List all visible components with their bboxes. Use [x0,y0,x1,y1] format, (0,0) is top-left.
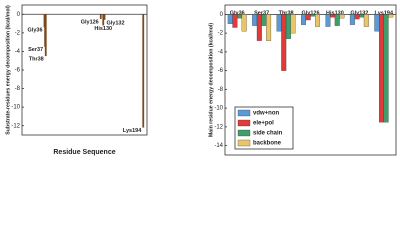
bar [330,14,336,18]
category-label: Ser37 [254,10,269,16]
bar [241,14,247,32]
bar [310,14,316,17]
bar [349,14,355,25]
bar [388,14,394,18]
plot-frame [224,4,397,156]
bar [374,14,380,32]
bar [383,14,389,123]
y-tick-label: -12 [214,124,223,130]
legend-label: vdw+non [253,111,280,117]
y-tick-label: -2 [218,31,224,37]
bar [359,14,365,18]
x-axis-label: Residue Sequence [53,149,115,156]
category-label: Gly36 [230,10,245,16]
bar [378,14,384,123]
bar [261,14,267,26]
y-tick-label: -6 [15,68,21,74]
legend-frame [234,106,294,150]
bar [103,14,106,20]
y-tick-label: -10 [214,106,223,112]
bar [256,14,262,41]
y-tick-label: 0 [17,12,21,18]
bar-annotation: Thr38 [29,57,44,63]
bar [142,14,145,128]
legend-label: ele+pol [253,121,274,127]
bar [227,14,233,24]
legend-label: side chain [253,131,283,137]
page: {"chart_data": [ {"type": "bar", "y_labe… [5,4,397,156]
y-tick-label: -10 [11,105,20,111]
bar [281,14,287,71]
y-tick-label: -4 [218,49,224,55]
bar-annotation: Gly126 [81,19,99,25]
bar [237,14,243,19]
legend-swatch [237,109,251,117]
category-label: Thr38 [279,10,294,16]
category-label: Gly132 [350,10,368,16]
bar [276,14,282,32]
bar [325,14,331,27]
y-tick-label: -8 [218,87,224,93]
legend-swatch [237,119,251,127]
category-label: Lys194 [375,10,394,16]
bar [232,14,238,28]
y-axis-label: Substrate-residues energy decomposition … [5,5,11,135]
category-label: Gly126 [301,10,319,16]
category-label: His130 [326,10,344,16]
y-tick-label: 0 [220,12,224,18]
bar [266,14,272,41]
bar-annotation: His130 [94,26,112,32]
bar-annotation: Ser37 [28,47,43,53]
bar [334,14,340,26]
y-tick-label: -6 [218,68,224,74]
y-tick-label: -12 [11,123,20,129]
bar [305,14,311,21]
bar [363,14,369,27]
bar [354,14,360,20]
y-axis-label: Main residue energy decomposition (kcal/… [208,23,214,137]
bar-annotation: Gly132 [107,20,125,26]
bar-annotation: Lys194 [123,128,142,134]
bar [339,14,345,19]
y-tick-label: -14 [214,143,223,149]
legend-swatch [237,129,251,137]
bar [44,14,47,57]
bar-annotation: Gly36 [28,28,43,34]
y-tick-label: -4 [15,49,21,55]
bar [252,14,258,26]
bar [290,14,296,34]
bar [99,14,102,19]
y-tick-label: -2 [15,30,21,36]
bar [285,14,291,39]
bar [314,14,320,27]
legend-swatch [237,139,251,147]
bar [102,14,105,26]
bar [301,14,307,25]
y-tick-label: -8 [15,86,21,92]
legend-label: backbone [253,141,282,147]
